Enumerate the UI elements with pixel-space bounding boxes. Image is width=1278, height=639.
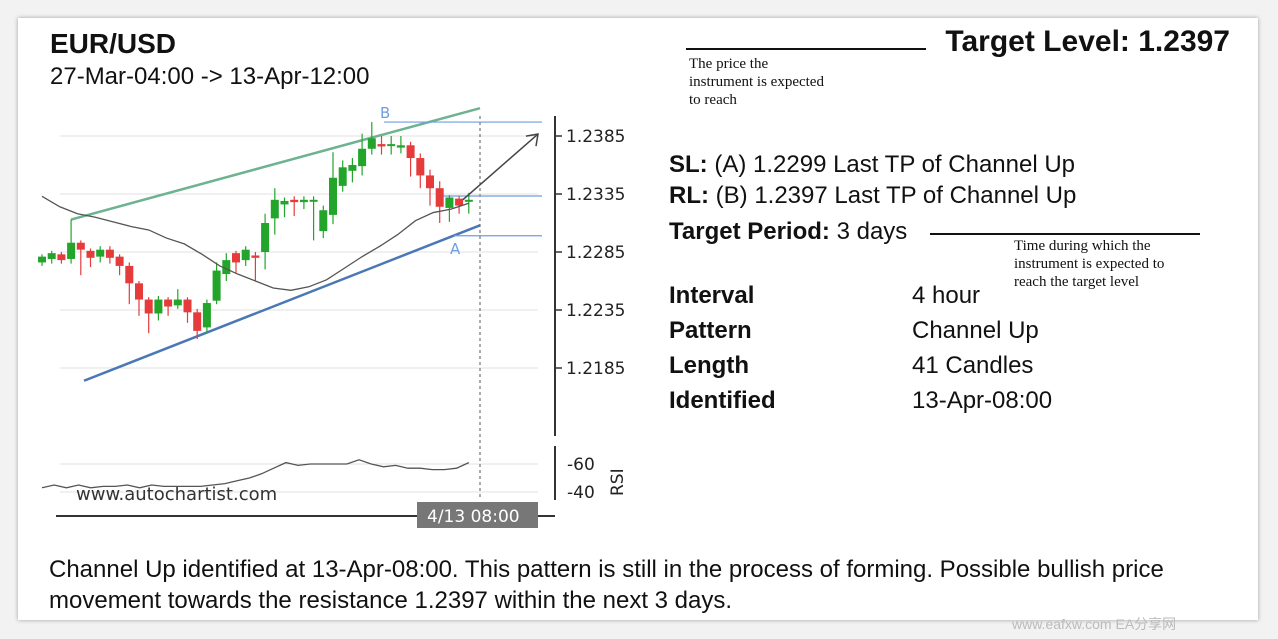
candle-body (232, 253, 240, 263)
rsi-line (41, 459, 470, 489)
detail-value: 13-Apr-08:00 (912, 387, 1053, 414)
rl-text: (B) 1.2397 Last TP of Channel Up (715, 182, 1077, 209)
candle-body (261, 223, 270, 252)
candle-body (377, 144, 386, 147)
candle-body (144, 299, 153, 314)
candle-body (86, 250, 95, 258)
period-text: 3 days (836, 218, 908, 245)
candle-body (76, 242, 85, 250)
candle-body (406, 145, 415, 159)
lower-channel-line (83, 224, 481, 382)
rl-label: RL: (669, 182, 709, 209)
sl-label: SL: (669, 151, 708, 178)
candle-body (173, 299, 182, 306)
y-tick-label: 1.2385 (566, 127, 625, 147)
candle-body (338, 167, 347, 186)
candle-body (299, 199, 308, 203)
rsi-tick-label: -60 (567, 455, 595, 475)
forecast-arrow (462, 133, 539, 201)
detail-value: 41 Candles (912, 352, 1034, 379)
candle-body (251, 255, 260, 258)
target-value: 1.2397 (1138, 25, 1230, 58)
period-note-line (930, 233, 1200, 235)
candle-body (135, 283, 143, 300)
candle-body (105, 249, 114, 258)
candle-body (241, 249, 250, 261)
chart-marks: BA (38, 104, 542, 489)
candle-body (57, 254, 66, 261)
candle-body (270, 199, 279, 219)
candle-body (115, 256, 124, 266)
point-label-a: A (450, 240, 461, 258)
sl-row: SL: (A) 1.2299 Last TP of Channel Up (669, 151, 1075, 179)
candle-body (309, 199, 318, 202)
watermark: www.eafxw.com EA分享网 (1012, 616, 1177, 632)
sl-text: (A) 1.2299 Last TP of Channel Up (714, 151, 1076, 178)
candle-body (455, 198, 464, 206)
y-tick-label: 1.2285 (566, 243, 625, 263)
candle-body (212, 270, 221, 301)
candle-body (202, 303, 211, 328)
candle-body (396, 145, 405, 148)
candle-body (38, 256, 46, 263)
target-note-line (686, 48, 926, 50)
grid: 1.2385 1.2335 1.2285 1.2235 1.2185 -60 -40 RSI w… (56, 116, 628, 528)
detail-label: Identified (669, 387, 776, 414)
candle-body (164, 299, 173, 307)
y-tick-label: 1.2335 (566, 185, 625, 205)
candle-body (445, 197, 454, 208)
candle-body (464, 199, 473, 202)
detail-value: 4 hour (912, 282, 981, 309)
site-label: www.autochartist.com (76, 484, 277, 505)
upper-channel-line (70, 106, 481, 221)
detail-label: Length (669, 352, 749, 379)
period-label: Target Period: (669, 218, 830, 245)
report-card: EUR/USD 27-Mar-04:00 -> 13-Apr-12:00 Tar… (18, 18, 1258, 620)
symbol-title: EUR/USD (50, 28, 177, 59)
rl-row: RL: (B) 1.2397 Last TP of Channel Up (669, 182, 1076, 210)
candle-body (96, 249, 105, 257)
target-label: Target Level: (945, 25, 1130, 58)
detail-value: Channel Up (912, 317, 1039, 344)
description: Channel Up identified at 13-Apr-08:00. T… (49, 556, 1164, 614)
candle-body (290, 199, 299, 203)
date-range: 27-Mar-04:00 -> 13-Apr-12:00 (50, 63, 370, 90)
point-label-b: B (380, 104, 390, 122)
candle-body (367, 138, 376, 149)
rsi-tick-label: -40 (567, 483, 595, 503)
candle-body (193, 312, 202, 331)
candle-body (329, 177, 337, 215)
candle-body (222, 260, 231, 275)
y-tick-label: 1.2235 (566, 301, 625, 321)
detail-label: Pattern (669, 317, 752, 344)
candle-body (280, 200, 289, 205)
candle-body (183, 299, 192, 313)
candle-body (125, 265, 134, 284)
period-row: Target Period: 3 days (669, 218, 907, 246)
time-marker-label: 4/13 08:00 (427, 507, 520, 527)
rsi-axis-label: RSI (608, 468, 628, 496)
period-note: Time during which the instrument is expe… (1014, 238, 1165, 290)
target-note: The price the instrument is expected to … (689, 56, 824, 108)
candle-body (426, 175, 434, 189)
price-chart: 1.2385 1.2335 1.2285 1.2235 1.2185 -60 -40 RSI w… (38, 104, 628, 528)
candle-body (47, 253, 56, 259)
time-marker-box (417, 502, 538, 528)
moving-average-line (41, 195, 470, 291)
candle-body (348, 165, 357, 171)
candle-body (358, 148, 367, 167)
candle-body (67, 242, 76, 259)
candle-body (416, 158, 425, 176)
candle-body (319, 210, 328, 232)
forecast-arrowhead (525, 133, 539, 147)
candle-body (387, 144, 396, 147)
candle-body (435, 188, 444, 207)
target-level: Target Level: 1.2397 (945, 25, 1230, 59)
candle-body (154, 299, 163, 314)
y-tick-label: 1.2185 (566, 359, 625, 379)
detail-label: Interval (669, 282, 755, 309)
